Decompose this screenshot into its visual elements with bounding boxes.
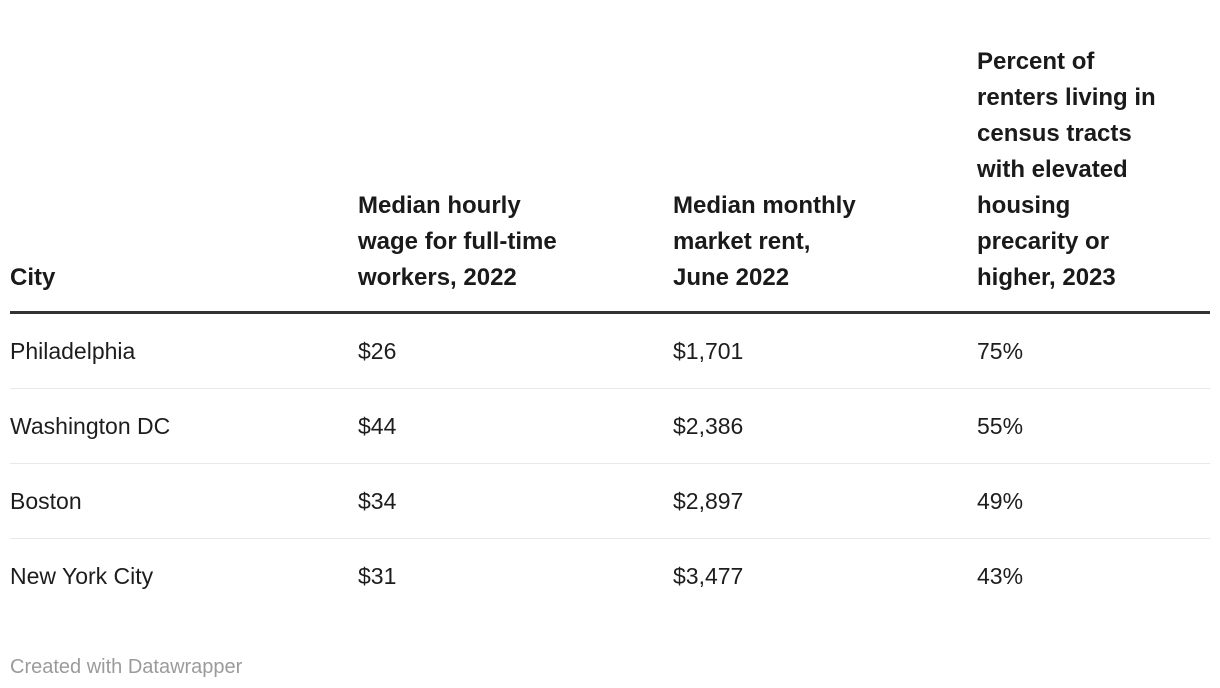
cell-rent: $3,477 [673,563,744,589]
table-header: City Median hourly wage for full-time wo… [10,44,1210,314]
data-table: City Median hourly wage for full-time wo… [10,44,1210,613]
cell-wage: $44 [358,388,673,464]
cell-city: Philadelphia [10,312,358,389]
cell-precarity: 55% [977,388,1210,464]
table-row: Boston $34 $2,897 49% [10,463,1210,539]
cell-precarity: 75% [977,312,1210,389]
cell-wage: $34 [358,463,673,539]
column-header-city: City [10,44,358,314]
cell-wage: $31 [358,563,397,589]
cell-city: Boston [10,463,358,539]
cell-rent: $2,897 [673,463,977,539]
column-header-precarity-percent: Percent of renters living in census trac… [977,44,1210,314]
cell-rent: $2,386 [673,388,977,464]
cell-precarity: 43% [977,563,1024,589]
column-header-median-hourly-wage: Median hourly wage for full-time workers… [358,44,673,314]
attribution-text: Created with Datawrapper [10,656,243,678]
cell-city: Washington DC [10,388,358,464]
cell-precarity: 49% [977,463,1210,539]
table-row: Philadelphia $26 $1,701 75% [10,312,1210,389]
header-row: City Median hourly wage for full-time wo… [10,44,1210,314]
cell-rent: $1,701 [673,312,977,389]
cell-city: New York City [10,563,154,589]
table-row: Washington DC $44 $2,386 55% [10,388,1210,464]
table-row: New York City $31 $3,477 43% [10,539,1210,614]
column-header-median-monthly-rent: Median monthly market rent, June 2022 [673,44,977,314]
cell-wage: $26 [358,312,673,389]
table-body: Philadelphia $26 $1,701 75% Washington D… [10,312,1210,614]
table-container: City Median hourly wage for full-time wo… [10,44,1210,613]
